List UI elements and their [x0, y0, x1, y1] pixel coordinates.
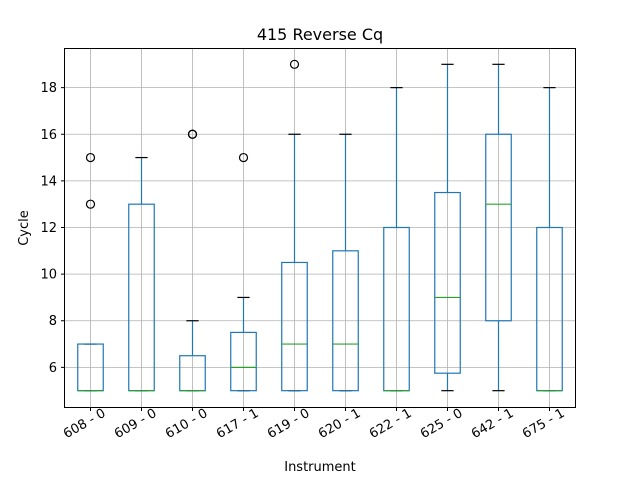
- box-iqr: [230, 331, 257, 392]
- x-tick-label: 608 - 0: [61, 406, 108, 442]
- y-tick-label: 14: [40, 174, 57, 189]
- outlier-point: [187, 129, 198, 139]
- box-609-0: [128, 156, 155, 392]
- box-622-1: [383, 87, 410, 392]
- x-tick-label: 622 - 1: [367, 406, 414, 442]
- outlier-point: [85, 152, 96, 163]
- box-617-1: [230, 152, 257, 392]
- box-642-1: [485, 63, 512, 392]
- outlier-point: [85, 199, 96, 209]
- x-tick-label: 617 - 1: [214, 406, 261, 442]
- y-axis-label: Cycle: [17, 210, 32, 246]
- y-tick-label: 16: [40, 128, 57, 143]
- x-tick-label: 620 - 1: [316, 406, 363, 442]
- y-tick-label: 6: [49, 361, 57, 376]
- box-iqr: [485, 133, 512, 322]
- y-axis-ticks: 6 8 10 12 14 16 18: [40, 81, 65, 376]
- box-620-1: [332, 133, 359, 392]
- box-series: [77, 59, 563, 392]
- box-iqr: [281, 261, 308, 392]
- box-610-0: [179, 129, 206, 392]
- x-tick-label: 675 - 1: [520, 406, 567, 442]
- box-608-0: [77, 152, 104, 392]
- box-iqr: [332, 250, 359, 392]
- y-tick-label: 10: [40, 268, 57, 283]
- outlier-point: [238, 152, 249, 163]
- y-tick-label: 18: [40, 81, 57, 96]
- y-tick-label: 12: [40, 221, 57, 236]
- chart-title: 415 Reverse Cq: [257, 25, 383, 44]
- x-tick-label: 642 - 1: [469, 406, 516, 442]
- x-tick-label: 625 - 0: [418, 406, 465, 442]
- box-675-1: [536, 87, 563, 392]
- box-625-0: [434, 63, 461, 392]
- box-619-0: [281, 59, 308, 392]
- outlier-point: [289, 59, 300, 69]
- y-tick-label: 8: [49, 314, 57, 329]
- x-axis-label: Instrument: [284, 460, 356, 475]
- box-iqr: [434, 191, 461, 374]
- x-axis-ticks: 608 - 0 609 - 0 610 - 0 617 - 1 619 - 0 620 -…: [61, 406, 567, 442]
- x-tick-label: 619 - 0: [265, 406, 312, 442]
- x-tick-label: 609 - 0: [112, 406, 159, 442]
- x-tick-label: 610 - 0: [163, 406, 210, 442]
